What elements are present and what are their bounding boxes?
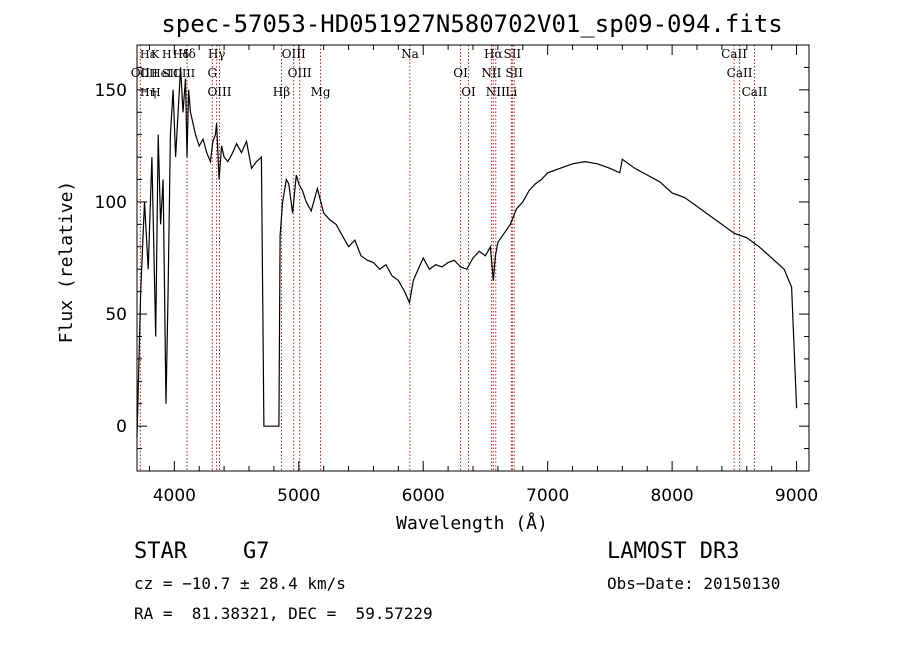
obs-date: Obs−Date: 20150130 (607, 574, 781, 593)
x-tick-label: 4000 (153, 486, 196, 506)
line-label: OI (461, 85, 476, 99)
chart-title: spec-57053-HD051927N580702V01_sp09-094.f… (161, 10, 782, 38)
y-tick-label: 0 (116, 417, 127, 437)
line-label-left: Hε (140, 48, 156, 61)
x-tick-label: 5000 (277, 486, 320, 506)
x-axis-label: Wavelength (Å) (396, 512, 548, 534)
line-label-left: HeI (151, 67, 171, 80)
line-label: NII (481, 66, 501, 80)
line-label: Mg (311, 85, 331, 99)
redshift-readout: cz = −10.7 ± 28.4 km/s (134, 574, 346, 593)
line-label: CaII (727, 66, 753, 80)
line-label: Hγ (208, 47, 226, 61)
y-tick-label: 50 (105, 305, 127, 325)
line-label-left: SII (162, 67, 178, 80)
line-label: G (207, 66, 217, 80)
line-label: CaII (721, 47, 747, 61)
object-type: STAR (134, 539, 187, 564)
line-label: OIII (288, 66, 312, 80)
spectral-line-markers (139, 45, 755, 471)
line-label: Li (505, 85, 517, 99)
line-label: OIII (282, 47, 306, 61)
y-axis-ticks: 0 50 100 150 (95, 66, 809, 450)
x-axis-ticks: 4000 5000 6000 7000 8000 9000 (148, 45, 818, 506)
line-label-left: Hδ (173, 48, 190, 61)
spectrum-line (136, 67, 798, 438)
spectrum-series (136, 67, 798, 438)
subclass: G7 (243, 539, 270, 564)
line-label: OI (453, 66, 468, 80)
coordinates: RA = 81.38321, DEC = 59.57229 (134, 604, 433, 623)
line-label-left: OIII (173, 67, 195, 80)
y-tick-label: 150 (95, 81, 127, 101)
x-tick-label: 8000 (650, 486, 693, 506)
spectral-line-labels: HδOIIOIIIHγGHβOIIIOIIIMgNaOIOIHαNIINIISI… (131, 47, 768, 99)
line-label: Hβ (273, 85, 290, 99)
line-label: NII (486, 85, 506, 99)
line-label-left: H (151, 86, 161, 99)
y-axis-label: Flux (relative) (56, 181, 77, 344)
line-label-left: K (151, 48, 160, 61)
line-label: Hδ (178, 47, 196, 61)
line-label-left: OII (140, 67, 158, 80)
y-tick-label: 100 (95, 193, 127, 213)
line-label: SII (503, 47, 521, 61)
x-tick-label: 6000 (402, 486, 445, 506)
survey-name: LAMOST DR3 (607, 539, 740, 564)
line-label-left: H (162, 48, 172, 61)
line-label: OIII (207, 85, 231, 99)
line-label-left: Hη (140, 86, 156, 99)
line-label: Hα (484, 47, 503, 61)
x-tick-label: 7000 (526, 486, 569, 506)
line-label: CaII (742, 85, 768, 99)
line-label: SII (505, 66, 523, 80)
line-label: Na (401, 47, 419, 61)
x-tick-label: 9000 (775, 486, 818, 506)
line-label: OII (131, 66, 151, 80)
